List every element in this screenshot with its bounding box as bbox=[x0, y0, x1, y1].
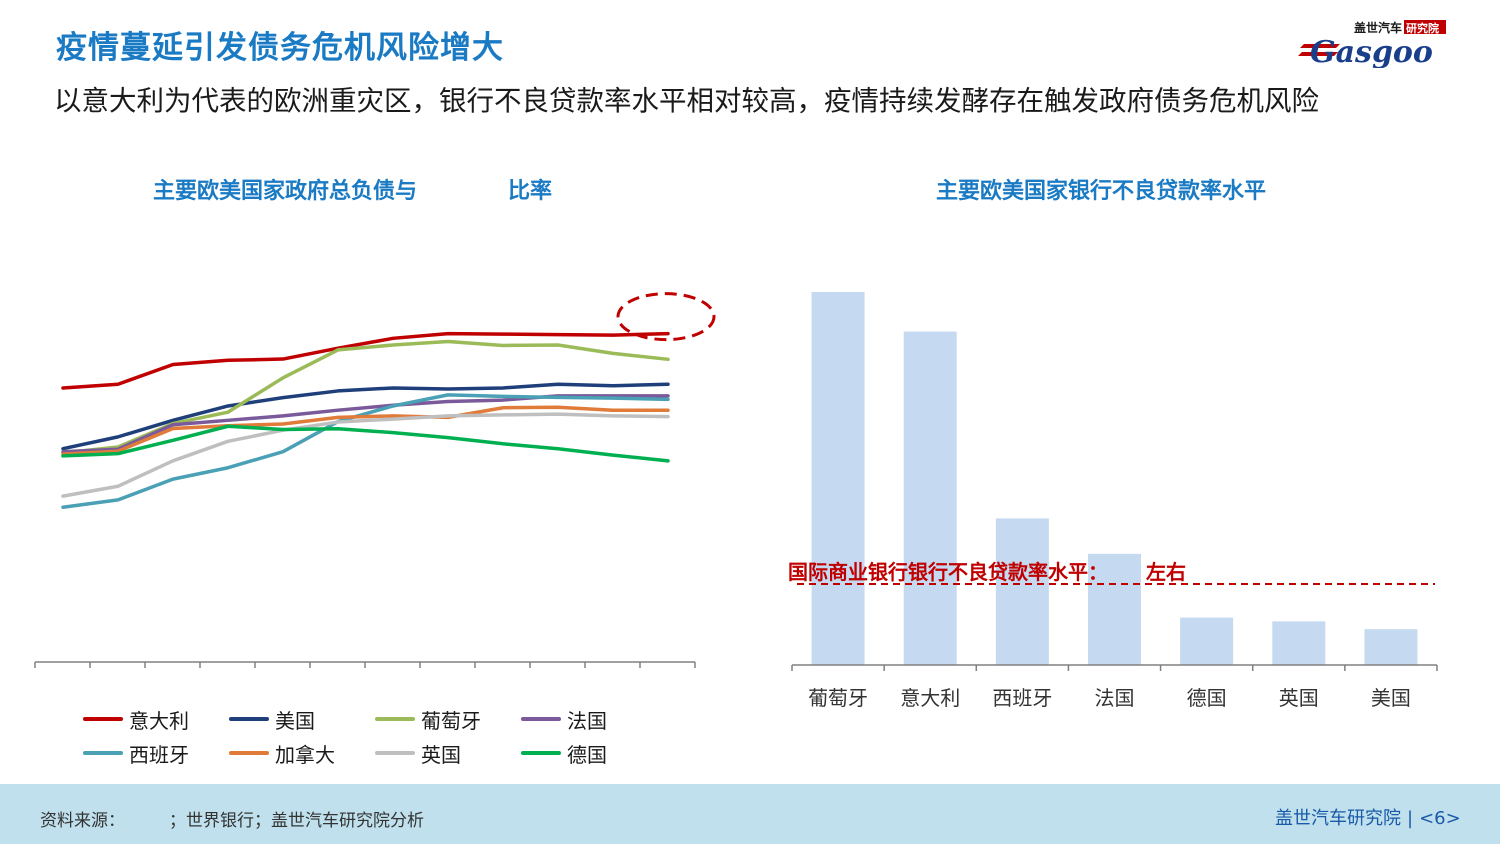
legend-label: 西班牙 bbox=[129, 742, 189, 767]
legend-item: 意大利 bbox=[83, 706, 229, 733]
legend-label: 法国 bbox=[567, 708, 607, 733]
line-series-美国 bbox=[61, 382, 670, 451]
legend-swatch bbox=[83, 717, 123, 721]
bar-意大利 bbox=[903, 331, 957, 665]
logo-cn-badge: 研究院 bbox=[1406, 21, 1439, 35]
footer-brand-name: 盖世汽车研究院 bbox=[1275, 808, 1401, 829]
bar-category-label: 西班牙 bbox=[992, 686, 1053, 710]
legend-swatch bbox=[375, 751, 415, 755]
bar-category-label: 法国 bbox=[1094, 686, 1135, 710]
legend-swatch bbox=[375, 717, 415, 721]
bar-category-label: 意大利 bbox=[900, 686, 961, 710]
benchmark-label-tail: 左右 bbox=[1146, 560, 1186, 584]
logo-en-text: Gasgoo bbox=[1310, 35, 1433, 68]
legend-swatch bbox=[229, 717, 269, 721]
gasgoo-logo: 盖世汽车 研究院 Gasgoo bbox=[1298, 20, 1446, 68]
benchmark-label-text: 国际商业银行银行不良贷款率水平： bbox=[788, 560, 1108, 584]
legend-swatch bbox=[229, 751, 269, 755]
footer-separator: | bbox=[1407, 808, 1414, 829]
source-note: 资料来源： ；世界银行；盖世汽车研究院分析 bbox=[40, 806, 424, 831]
source-label: 资料来源： bbox=[40, 811, 125, 831]
legend-item: 英国 bbox=[375, 740, 521, 767]
source-text: ；世界银行；盖世汽车研究院分析 bbox=[169, 811, 424, 831]
logo-cn-text: 盖世汽车 bbox=[1354, 20, 1402, 35]
line-chart-title: 主要欧美国家政府总负债与 bbox=[153, 179, 418, 204]
line-series-德国 bbox=[61, 424, 670, 463]
line-series-西班牙 bbox=[61, 393, 670, 510]
italy-highlight-ellipse bbox=[616, 292, 716, 342]
line-series-英国 bbox=[61, 412, 670, 498]
bar-category-label: 德国 bbox=[1186, 686, 1227, 710]
bar-德国 bbox=[1180, 617, 1234, 665]
bar-法国 bbox=[1088, 553, 1141, 665]
legend-swatch bbox=[521, 751, 561, 755]
legend-label: 美国 bbox=[275, 708, 315, 733]
page-number: <6> bbox=[1419, 808, 1461, 829]
legend-item: 法国 bbox=[521, 706, 667, 733]
page-title: 疫情蔓延引发债务危机风险增大 bbox=[56, 30, 504, 66]
line-chart-legend: 意大利 美国 葡萄牙 法国西班牙 加拿大 英国 德国 bbox=[83, 706, 703, 767]
bar-英国 bbox=[1272, 621, 1326, 665]
bar-美国 bbox=[1364, 629, 1418, 665]
footer-brand: 盖世汽车研究院 | <6> bbox=[1275, 804, 1461, 830]
line-series-加拿大 bbox=[61, 405, 670, 456]
bar-category-label: 英国 bbox=[1278, 686, 1319, 710]
legend-item: 西班牙 bbox=[83, 740, 229, 767]
line-chart-title-tail: 比率 bbox=[508, 179, 553, 204]
footer-bar bbox=[0, 784, 1500, 844]
legend-item: 加拿大 bbox=[229, 740, 375, 767]
legend-label: 意大利 bbox=[129, 708, 189, 733]
bar-category-label: 葡萄牙 bbox=[808, 686, 869, 710]
legend-label: 德国 bbox=[567, 742, 607, 767]
bar-chart-title: 主要欧美国家银行不良贷款率水平 bbox=[936, 179, 1267, 204]
bar-西班牙 bbox=[995, 518, 1049, 665]
legend-swatch bbox=[83, 751, 123, 755]
legend-label: 英国 bbox=[421, 742, 461, 767]
legend-item: 葡萄牙 bbox=[375, 706, 521, 733]
legend-item: 美国 bbox=[229, 706, 375, 733]
legend-item: 德国 bbox=[521, 740, 667, 767]
bar-category-label: 美国 bbox=[1370, 686, 1411, 710]
legend-swatch bbox=[521, 717, 561, 721]
bar-葡萄牙 bbox=[811, 292, 865, 665]
legend-label: 葡萄牙 bbox=[421, 708, 481, 733]
page-subtitle: 以意大利为代表的欧洲重灾区，银行不良贷款率水平相对较高，疫情持续发酵存在触发政府… bbox=[54, 85, 1319, 117]
benchmark-label: 国际商业银行银行不良贷款率水平： 左右 bbox=[788, 556, 1186, 585]
legend-label: 加拿大 bbox=[275, 742, 335, 767]
line-series-意大利 bbox=[61, 331, 670, 390]
